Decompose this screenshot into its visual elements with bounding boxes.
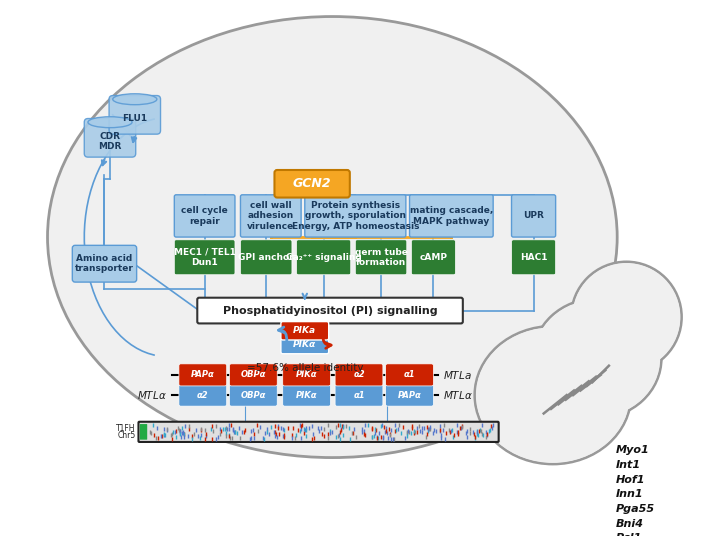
Ellipse shape	[475, 326, 631, 464]
Text: germ tube
formation: germ tube formation	[355, 248, 408, 267]
FancyBboxPatch shape	[355, 240, 407, 275]
FancyBboxPatch shape	[174, 195, 235, 237]
Text: cAMP: cAMP	[419, 253, 447, 262]
Text: α1: α1	[404, 370, 415, 379]
FancyBboxPatch shape	[109, 95, 161, 134]
FancyBboxPatch shape	[197, 297, 463, 323]
Text: Amino acid
transporter: Amino acid transporter	[75, 254, 134, 273]
Text: α2: α2	[197, 391, 209, 400]
FancyBboxPatch shape	[335, 364, 383, 386]
Text: Protein synthesis
growth, sporulation
Energy, ATP homeostasis: Protein synthesis growth, sporulation En…	[292, 201, 419, 231]
Text: OBPα: OBPα	[241, 391, 266, 400]
FancyBboxPatch shape	[409, 195, 493, 237]
FancyBboxPatch shape	[140, 424, 147, 440]
Text: cell cycle
repair: cell cycle repair	[181, 206, 228, 226]
Text: CDR
MDR: CDR MDR	[98, 132, 121, 151]
Ellipse shape	[533, 299, 661, 418]
Text: Int1: Int1	[615, 460, 640, 470]
Ellipse shape	[88, 117, 132, 128]
FancyBboxPatch shape	[241, 195, 301, 237]
Text: Phosphatidyinositol (PI) signalling: Phosphatidyinositol (PI) signalling	[223, 306, 437, 316]
FancyBboxPatch shape	[304, 195, 406, 237]
Ellipse shape	[113, 94, 157, 105]
Text: PIKα: PIKα	[293, 340, 317, 349]
FancyBboxPatch shape	[283, 384, 330, 406]
Text: PIKα: PIKα	[296, 391, 317, 400]
Text: T1FH: T1FH	[116, 423, 136, 433]
Text: PAPα: PAPα	[398, 391, 421, 400]
Text: α1: α1	[353, 391, 365, 400]
Text: Pcl1: Pcl1	[615, 533, 642, 536]
Text: Hof1: Hof1	[615, 475, 645, 485]
FancyBboxPatch shape	[297, 240, 350, 275]
Ellipse shape	[534, 301, 659, 416]
FancyBboxPatch shape	[84, 118, 136, 157]
FancyBboxPatch shape	[241, 240, 292, 275]
Text: PIKa: PIKa	[293, 326, 317, 336]
Text: Ca₂⁺⁺ signaling: Ca₂⁺⁺ signaling	[286, 253, 361, 262]
FancyBboxPatch shape	[274, 170, 350, 198]
Ellipse shape	[572, 262, 681, 372]
Text: $MTL\alpha$: $MTL\alpha$	[442, 389, 472, 401]
Text: GPI anchor: GPI anchor	[238, 253, 294, 262]
Ellipse shape	[477, 328, 629, 462]
FancyBboxPatch shape	[411, 240, 455, 275]
Text: PAPα: PAPα	[191, 370, 215, 379]
FancyBboxPatch shape	[281, 322, 329, 340]
Text: HAC1: HAC1	[520, 253, 547, 262]
Text: Inn1: Inn1	[615, 489, 643, 500]
Text: $MTL\alpha$: $MTL\alpha$	[137, 389, 167, 401]
FancyBboxPatch shape	[174, 240, 235, 275]
Text: =57.6% allele identity: =57.6% allele identity	[246, 363, 363, 373]
Ellipse shape	[47, 17, 617, 458]
Text: Bni4: Bni4	[615, 519, 643, 528]
Text: Pga55: Pga55	[615, 504, 655, 514]
FancyBboxPatch shape	[386, 384, 434, 406]
Ellipse shape	[573, 264, 680, 370]
FancyBboxPatch shape	[511, 240, 556, 275]
FancyBboxPatch shape	[139, 422, 499, 442]
FancyBboxPatch shape	[73, 245, 136, 282]
Text: Myo1: Myo1	[615, 445, 649, 455]
Text: OBPα: OBPα	[241, 370, 266, 379]
Text: Chr5: Chr5	[118, 431, 136, 440]
Text: FLU1: FLU1	[122, 114, 147, 123]
Text: PIKα: PIKα	[296, 370, 317, 379]
FancyBboxPatch shape	[335, 384, 383, 406]
Text: cell wall
adhesion
virulence: cell wall adhesion virulence	[247, 201, 294, 231]
Text: mating cascade,
MAPK pathway: mating cascade, MAPK pathway	[410, 206, 493, 226]
FancyBboxPatch shape	[179, 384, 227, 406]
FancyBboxPatch shape	[283, 364, 330, 386]
Text: MEC1 / TEL1
Dun1: MEC1 / TEL1 Dun1	[174, 248, 236, 267]
FancyBboxPatch shape	[230, 364, 277, 386]
FancyBboxPatch shape	[511, 195, 556, 237]
FancyBboxPatch shape	[179, 364, 227, 386]
FancyBboxPatch shape	[281, 336, 329, 354]
FancyBboxPatch shape	[230, 384, 277, 406]
Text: $MTLa$: $MTLa$	[442, 369, 471, 381]
Text: α2: α2	[353, 370, 365, 379]
Text: UPR: UPR	[523, 211, 544, 220]
Text: GCN2: GCN2	[293, 177, 332, 190]
FancyBboxPatch shape	[386, 364, 434, 386]
